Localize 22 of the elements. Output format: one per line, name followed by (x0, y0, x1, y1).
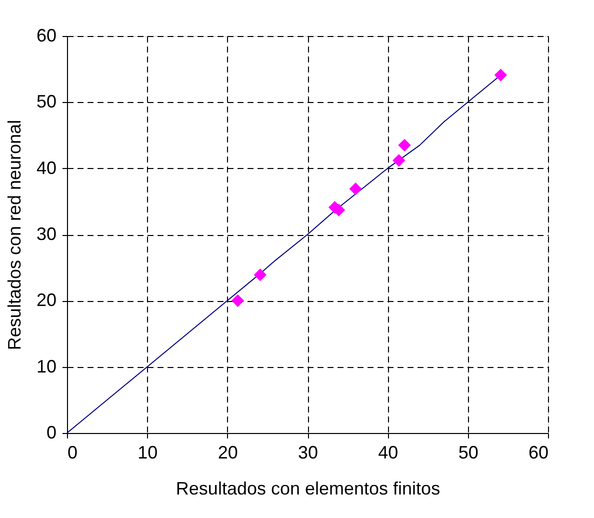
x-tick-label: 50 (458, 442, 478, 462)
x-axis-title: Resultados con elementos finitos (176, 478, 440, 498)
y-tick-label: 40 (36, 158, 56, 178)
x-tick-label: 60 (528, 442, 548, 462)
y-tick-label: 60 (36, 26, 56, 46)
y-tick-label: 10 (36, 356, 56, 376)
x-tick-label: 30 (298, 442, 318, 462)
y-tick-label: 50 (36, 92, 56, 112)
y-tick-label: 20 (36, 290, 56, 310)
y-axis-title: Resultados con red neuronal (4, 120, 24, 350)
x-tick-label: 20 (218, 442, 238, 462)
x-tick-label: 0 (68, 442, 78, 462)
point (231, 294, 244, 307)
x-tick-label: 10 (138, 442, 158, 462)
point (392, 154, 406, 167)
point (254, 268, 267, 282)
y-tick-label: 0 (46, 422, 56, 442)
point (349, 182, 362, 196)
x-tick-label: 40 (378, 442, 398, 462)
y-tick-label: 30 (36, 224, 56, 244)
point (494, 68, 508, 82)
point (398, 138, 411, 152)
